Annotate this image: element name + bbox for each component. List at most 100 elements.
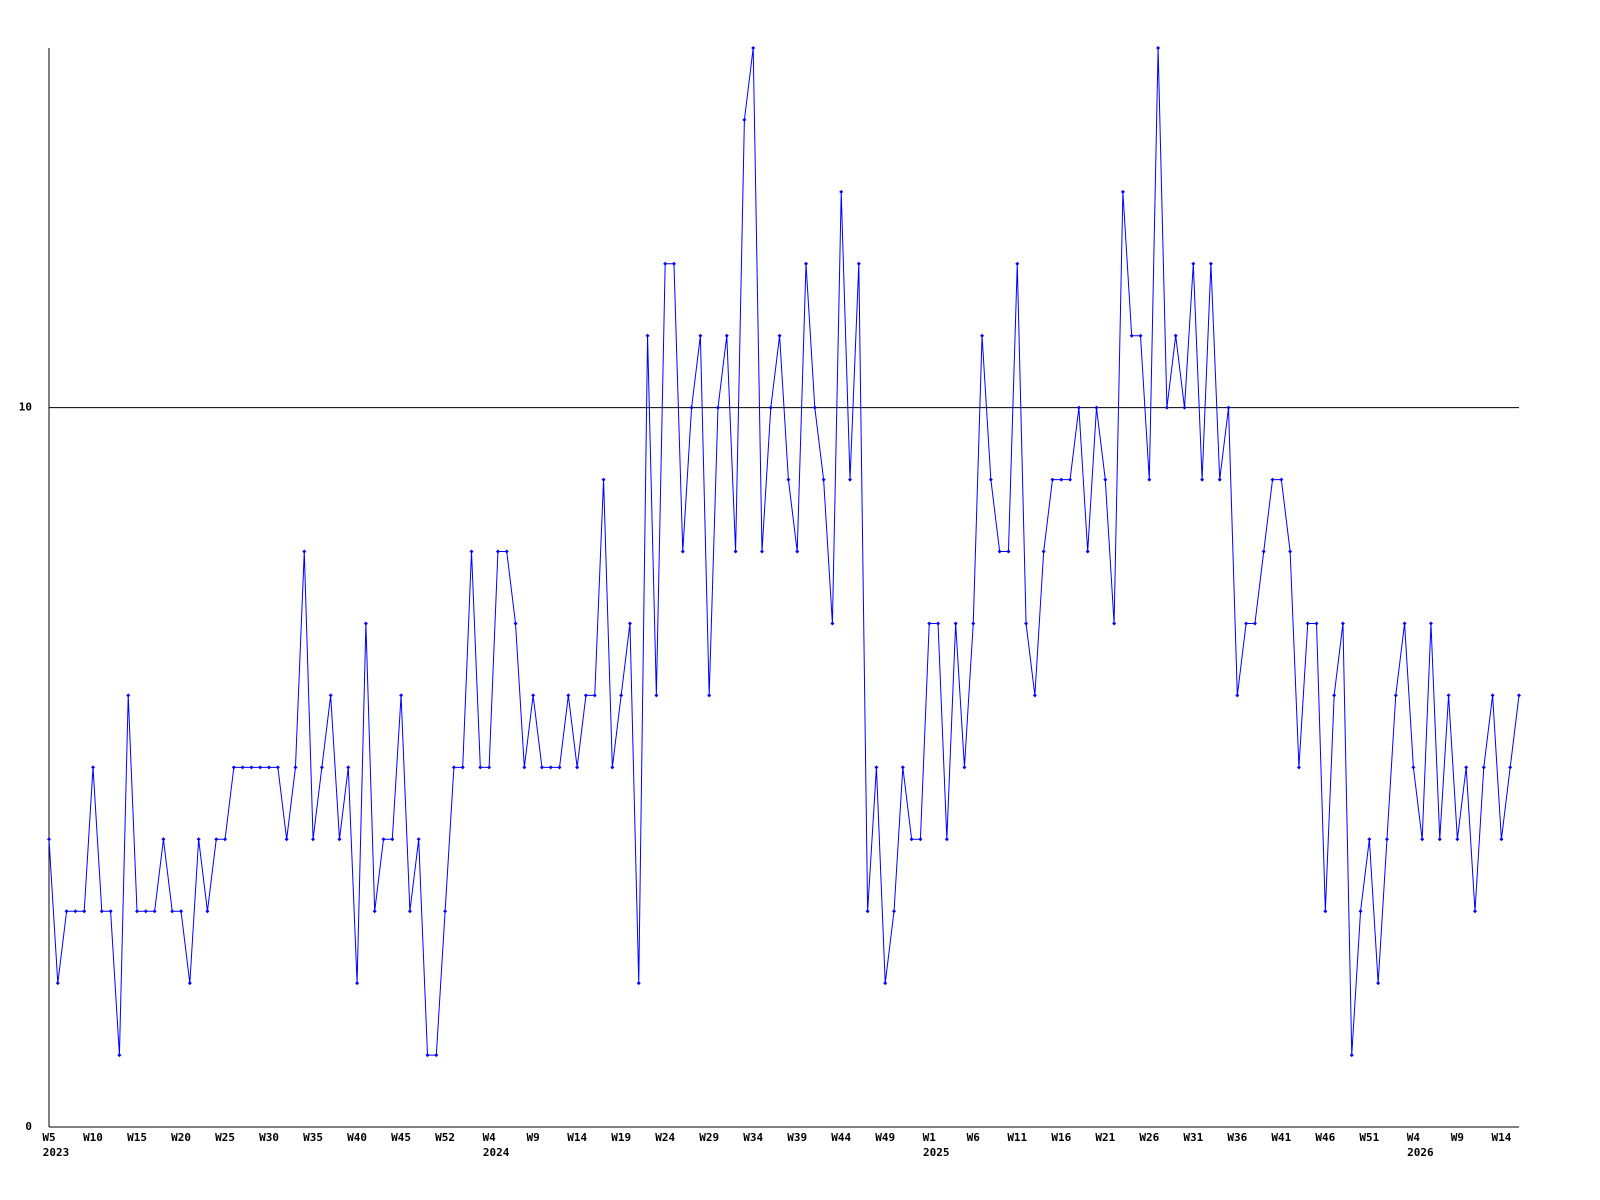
point bbox=[539, 765, 544, 770]
x-year-label: 2023 bbox=[43, 1146, 70, 1159]
point bbox=[249, 765, 254, 770]
point bbox=[689, 405, 694, 410]
point bbox=[715, 405, 720, 410]
point bbox=[82, 909, 87, 914]
x-tick-label: W45 bbox=[391, 1131, 411, 1144]
point bbox=[1481, 765, 1486, 770]
point bbox=[583, 693, 588, 698]
point bbox=[751, 46, 756, 50]
point bbox=[425, 1053, 430, 1058]
x-tick-label: W29 bbox=[699, 1131, 719, 1144]
point bbox=[1252, 621, 1257, 626]
point bbox=[830, 621, 835, 626]
x-tick-label: W40 bbox=[347, 1131, 367, 1144]
x-tick-label: W5 bbox=[42, 1131, 55, 1144]
point bbox=[1384, 837, 1389, 842]
point bbox=[900, 765, 905, 770]
x-tick-label: W21 bbox=[1095, 1131, 1115, 1144]
point bbox=[1156, 46, 1161, 50]
point bbox=[1261, 549, 1266, 554]
point bbox=[698, 333, 703, 338]
point bbox=[795, 549, 800, 554]
x-tick-label: W44 bbox=[831, 1131, 851, 1144]
point bbox=[627, 621, 632, 626]
point bbox=[1226, 405, 1231, 410]
x-tick-label: W31 bbox=[1183, 1131, 1203, 1144]
x-tick-label: W15 bbox=[127, 1131, 147, 1144]
point bbox=[346, 765, 351, 770]
point bbox=[513, 621, 518, 626]
point bbox=[223, 837, 228, 842]
x-year-label: 2024 bbox=[483, 1146, 510, 1159]
point bbox=[1094, 405, 1099, 410]
point bbox=[399, 693, 404, 698]
point bbox=[1068, 477, 1073, 482]
point bbox=[936, 621, 941, 626]
point bbox=[531, 693, 536, 698]
point bbox=[451, 765, 456, 770]
point bbox=[892, 909, 897, 914]
point bbox=[1296, 765, 1301, 770]
point bbox=[267, 765, 272, 770]
x-tick-label: W19 bbox=[611, 1131, 631, 1144]
point bbox=[654, 693, 659, 698]
point bbox=[91, 765, 96, 770]
point bbox=[768, 405, 773, 410]
point bbox=[1244, 621, 1249, 626]
point bbox=[663, 261, 668, 266]
point bbox=[980, 333, 985, 338]
point bbox=[196, 837, 201, 842]
x-tick-label: W35 bbox=[303, 1131, 323, 1144]
point bbox=[601, 477, 606, 482]
point bbox=[1411, 765, 1416, 770]
point bbox=[126, 693, 131, 698]
point bbox=[1270, 477, 1275, 482]
point bbox=[214, 837, 219, 842]
point bbox=[372, 909, 377, 914]
point bbox=[1217, 477, 1222, 482]
point bbox=[1076, 405, 1081, 410]
point bbox=[258, 765, 263, 770]
point bbox=[117, 1053, 122, 1058]
point bbox=[1305, 621, 1310, 626]
point bbox=[1147, 477, 1152, 482]
x-tick-label: W25 bbox=[215, 1131, 235, 1144]
point bbox=[363, 621, 368, 626]
point bbox=[434, 1053, 439, 1058]
point bbox=[821, 477, 826, 482]
point bbox=[733, 549, 738, 554]
point bbox=[460, 765, 465, 770]
point bbox=[1446, 693, 1451, 698]
point bbox=[645, 333, 650, 338]
x-tick-label: W16 bbox=[1051, 1131, 1071, 1144]
point bbox=[566, 693, 571, 698]
point bbox=[610, 765, 615, 770]
point bbox=[962, 765, 967, 770]
x-tick-label: W11 bbox=[1007, 1131, 1027, 1144]
point bbox=[707, 693, 712, 698]
point bbox=[883, 981, 888, 986]
x-tick-label: W46 bbox=[1315, 1131, 1335, 1144]
point bbox=[1490, 693, 1495, 698]
point bbox=[293, 765, 298, 770]
point bbox=[918, 837, 923, 842]
point bbox=[64, 909, 69, 914]
point bbox=[839, 189, 844, 194]
point bbox=[170, 909, 175, 914]
point bbox=[1041, 549, 1046, 554]
point bbox=[478, 765, 483, 770]
point bbox=[275, 765, 280, 770]
point bbox=[390, 837, 395, 842]
point bbox=[487, 765, 492, 770]
point bbox=[680, 549, 685, 554]
point bbox=[522, 765, 527, 770]
point bbox=[997, 549, 1002, 554]
x-tick-label: W4 bbox=[482, 1131, 496, 1144]
point bbox=[355, 981, 360, 986]
x-tick-label: W1 bbox=[923, 1131, 937, 1144]
point bbox=[742, 117, 747, 122]
point bbox=[1138, 333, 1143, 338]
x-tick-label: W14 bbox=[1491, 1131, 1511, 1144]
point bbox=[1393, 693, 1398, 698]
point bbox=[205, 909, 210, 914]
